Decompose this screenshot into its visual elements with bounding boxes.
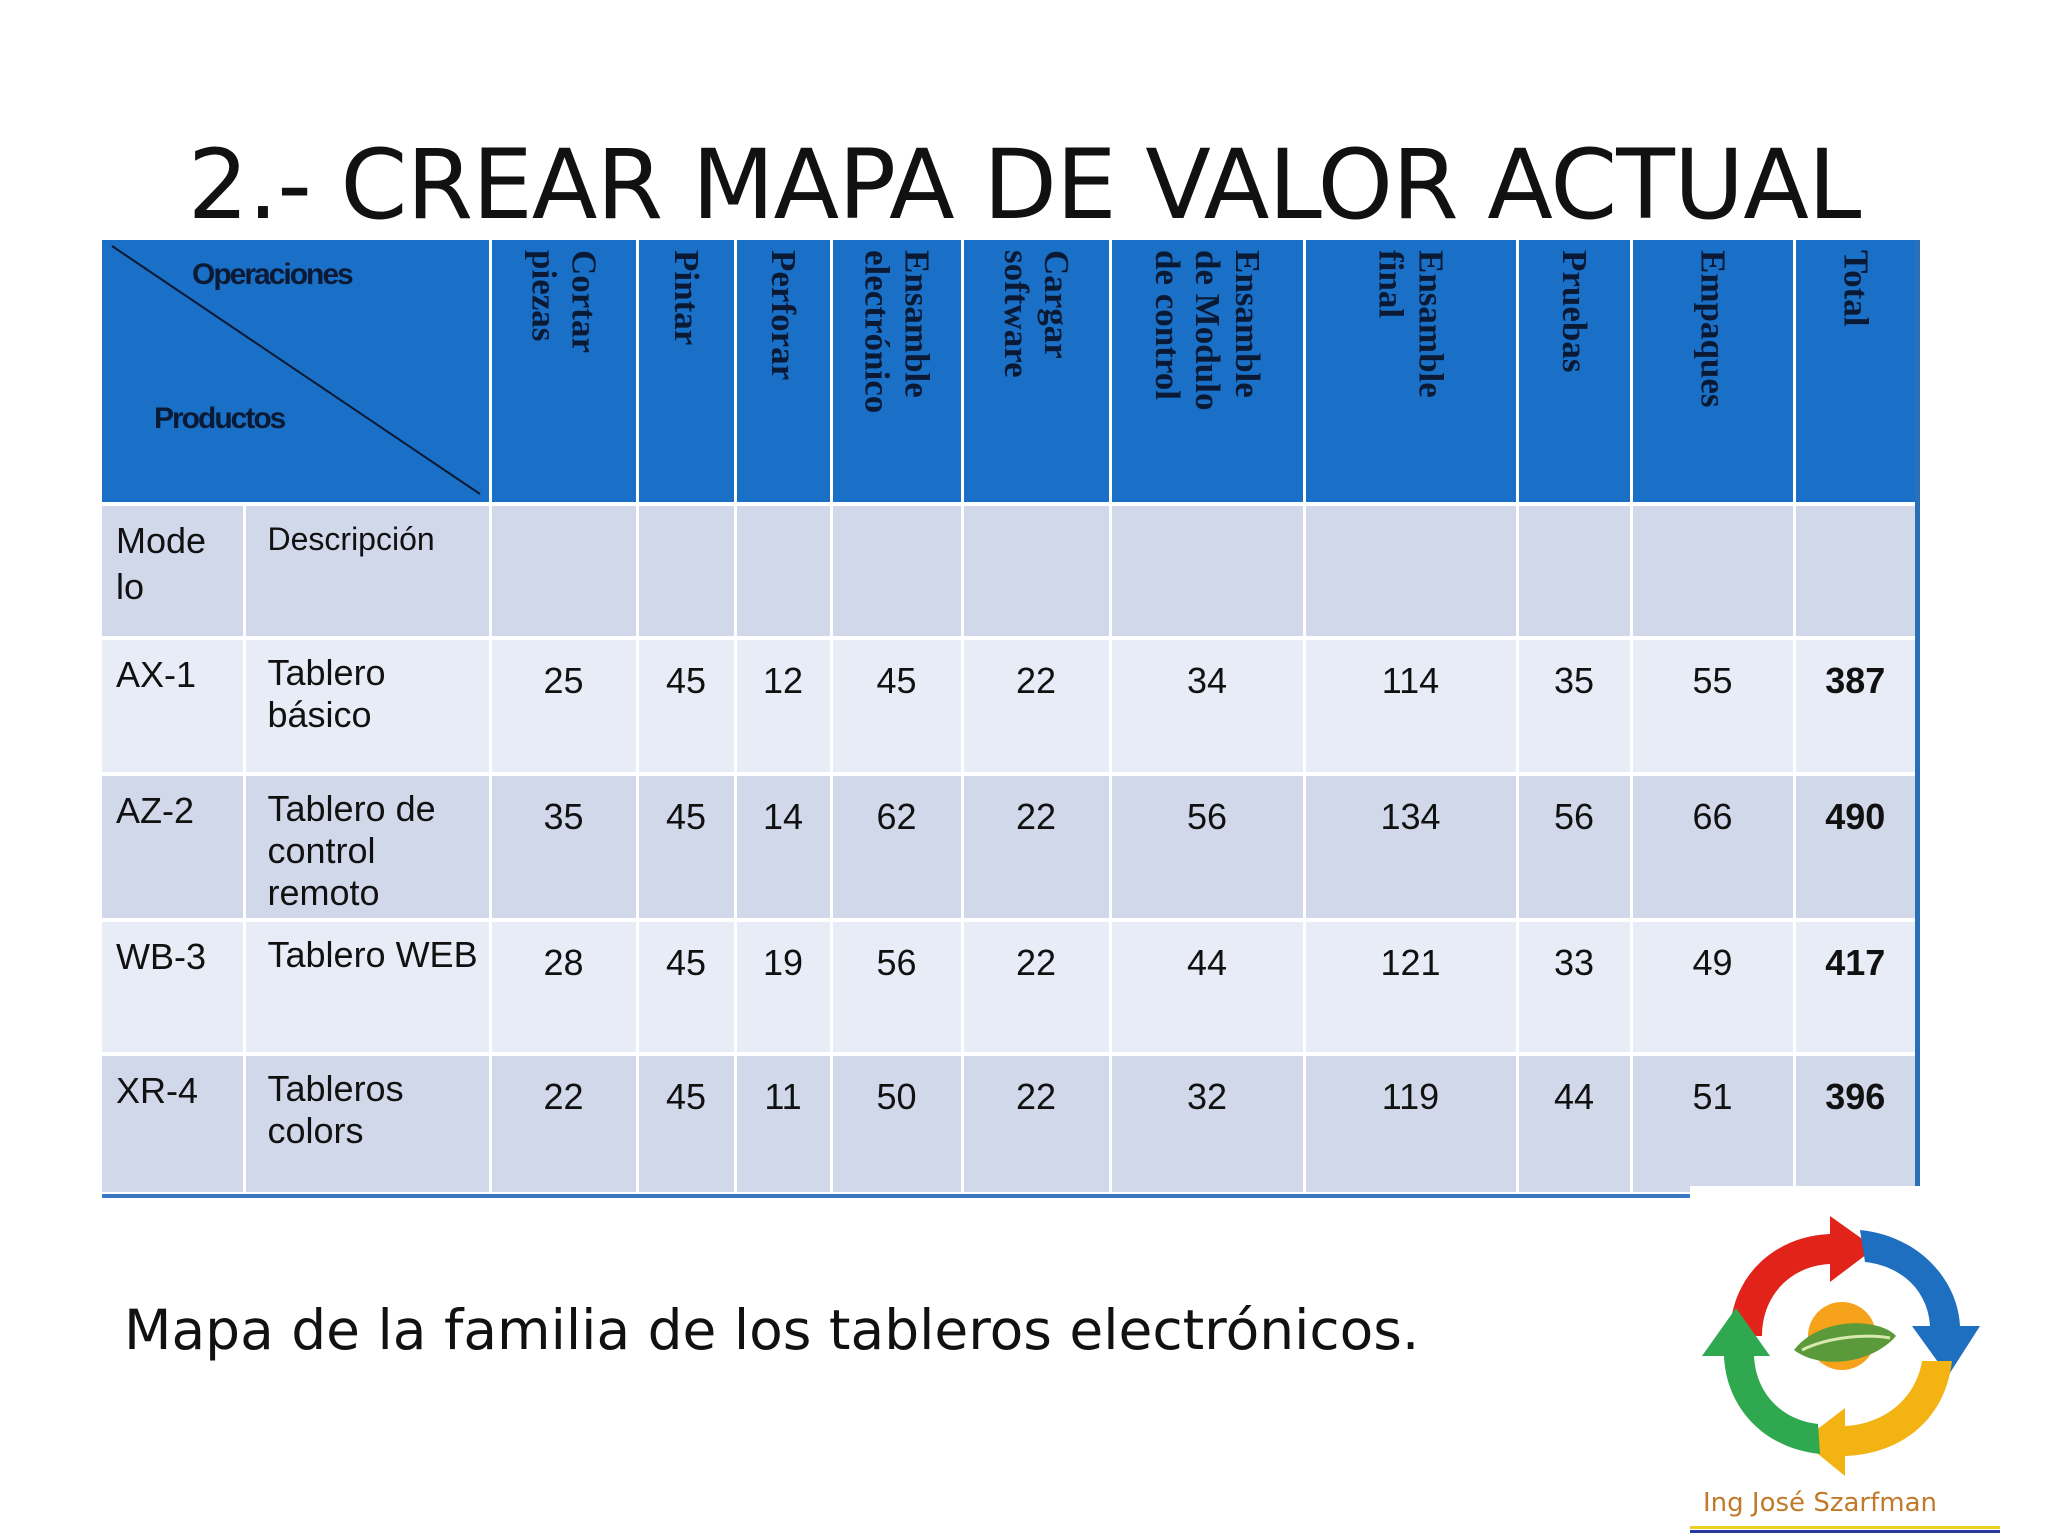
- logo-credit: Ing José Szarfman: [1703, 1488, 1937, 1518]
- row-value: 22: [962, 918, 1112, 1054]
- row-value: 56: [1110, 772, 1306, 920]
- model-column-header: Mode lo: [102, 502, 246, 638]
- logo-underline-yellow: [1690, 1526, 2000, 1529]
- row-value: 49: [1631, 918, 1796, 1054]
- row-total: 490: [1794, 772, 1915, 920]
- row-value: 62: [831, 772, 964, 920]
- row-value: 34: [1110, 636, 1306, 774]
- row-value: 25: [490, 636, 639, 774]
- row-value: 33: [1517, 918, 1633, 1054]
- row-description: Tablero WEB: [244, 918, 492, 1054]
- table-row: AX-1 Tablero básico 25 45 12 45 22 34 11…: [102, 636, 1915, 774]
- op-header-total: Total: [1794, 240, 1915, 504]
- op-header-pintar: Pintar: [637, 240, 737, 504]
- row-value: 35: [1517, 636, 1633, 774]
- row-value: 66: [1631, 772, 1796, 920]
- row-value: 35: [490, 772, 639, 920]
- description-column-header: Descripción: [244, 502, 492, 638]
- op-header-pruebas: Pruebas: [1517, 240, 1633, 504]
- op-header-ensamble-final: Ensamble final: [1304, 240, 1519, 504]
- row-value: 45: [637, 1052, 737, 1192]
- row-total: 417: [1794, 918, 1915, 1054]
- row-value: 56: [1517, 772, 1633, 920]
- recycle-arrows-logo-icon: [1702, 1216, 1980, 1476]
- op-header-perforar: Perforar: [735, 240, 833, 504]
- slide-title: 2.- CREAR MAPA DE VALOR ACTUAL: [187, 129, 1862, 241]
- subheader-row: Mode lo Descripción: [102, 502, 1915, 638]
- row-value: 134: [1304, 772, 1519, 920]
- row-model: AX-1: [102, 636, 246, 774]
- row-value: 22: [962, 636, 1112, 774]
- row-value: 55: [1631, 636, 1796, 774]
- row-value: 32: [1110, 1052, 1306, 1192]
- table-row: XR-4 Tableros colors 22 45 11 50 22 32 1…: [102, 1052, 1915, 1192]
- corner-products-label: Productos: [154, 402, 286, 435]
- slide-caption: Mapa de la familia de los tableros elect…: [124, 1298, 1420, 1362]
- row-value: 45: [637, 918, 737, 1054]
- op-header-empaques: Empaques: [1631, 240, 1796, 504]
- row-value: 44: [1110, 918, 1306, 1054]
- header-row: Operaciones Productos Cortar piezas Pint…: [102, 240, 1915, 504]
- row-value: 45: [637, 772, 737, 920]
- row-value: 121: [1304, 918, 1519, 1054]
- op-header-cortar: Cortar piezas: [490, 240, 639, 504]
- row-value: 51: [1631, 1052, 1796, 1192]
- row-description: Tableros colors: [244, 1052, 492, 1192]
- row-model: WB-3: [102, 918, 246, 1054]
- row-value: 114: [1304, 636, 1519, 774]
- diagonal-divider: [111, 245, 481, 495]
- corner-header: Operaciones Productos: [102, 240, 492, 504]
- row-value: 12: [735, 636, 833, 774]
- row-value: 50: [831, 1052, 964, 1192]
- row-model: AZ-2: [102, 772, 246, 920]
- row-total: 387: [1794, 636, 1915, 774]
- row-value: 19: [735, 918, 833, 1054]
- row-value: 22: [962, 1052, 1112, 1192]
- op-header-cargar-software: Cargar software: [962, 240, 1112, 504]
- row-total: 396: [1794, 1052, 1915, 1192]
- op-header-ensamble-electronico: Ensamble electrónico: [831, 240, 964, 504]
- row-value: 22: [490, 1052, 639, 1192]
- row-model: XR-4: [102, 1052, 246, 1192]
- row-value: 44: [1517, 1052, 1633, 1192]
- brand-logo: Ing José Szarfman: [1690, 1186, 2000, 1536]
- row-value: 119: [1304, 1052, 1519, 1192]
- row-value: 22: [962, 772, 1112, 920]
- value-map-table: Operaciones Productos Cortar piezas Pint…: [102, 240, 1920, 1198]
- row-value: 11: [735, 1052, 833, 1192]
- row-value: 56: [831, 918, 964, 1054]
- op-header-ensamble-modulo: Ensamble de Modulo de control: [1110, 240, 1306, 504]
- row-description: Tablero básico: [244, 636, 492, 774]
- corner-operations-label: Operaciones: [192, 258, 354, 291]
- logo-underline-blue: [1690, 1530, 2000, 1533]
- table-row: AZ-2 Tablero de control remoto 35 45 14 …: [102, 772, 1915, 920]
- row-value: 45: [637, 636, 737, 774]
- row-value: 14: [735, 772, 833, 920]
- row-value: 45: [831, 636, 964, 774]
- table-row: WB-3 Tablero WEB 28 45 19 56 22 44 121 3…: [102, 918, 1915, 1054]
- row-value: 28: [490, 918, 639, 1054]
- row-description: Tablero de control remoto: [244, 772, 492, 920]
